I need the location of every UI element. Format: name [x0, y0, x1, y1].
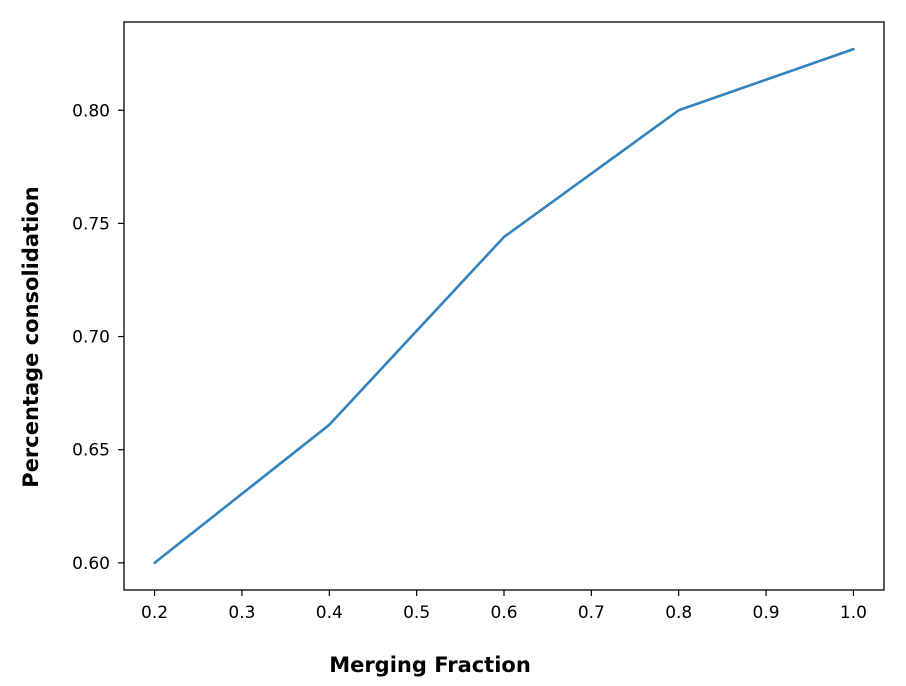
x-tick-label: 0.6: [490, 603, 517, 623]
y-tick-label: 0.75: [72, 214, 110, 234]
y-tick-label: 0.80: [72, 101, 110, 121]
plot-frame: [123, 21, 885, 591]
plot-area: [123, 21, 885, 591]
y-tick-label: 0.60: [72, 554, 110, 574]
y-tick-label: 0.65: [72, 441, 110, 461]
x-axis-title: Merging Fraction: [329, 653, 531, 677]
x-tick-label: 0.3: [228, 603, 255, 623]
x-tick-label: 0.7: [578, 603, 605, 623]
x-tick-label: 0.9: [753, 603, 780, 623]
y-axis: 0.60 0.65 0.70 0.75 0.80: [72, 101, 124, 574]
x-axis: 0.2 0.3 0.4 0.5 0.6 0.7 0.8 0.9 1.0: [141, 590, 867, 623]
x-tick-label: 0.8: [665, 603, 692, 623]
x-tick-label: 0.5: [403, 603, 430, 623]
y-tick-label: 0.70: [72, 328, 110, 348]
series-layer: [153, 47, 855, 565]
series-line-0: [153, 47, 855, 565]
y-axis-title: Percentage consolidation: [19, 186, 43, 487]
x-tick-label: 1.0: [840, 603, 867, 623]
x-tick-label: 0.2: [141, 603, 168, 623]
x-tick-label: 0.4: [316, 603, 343, 623]
